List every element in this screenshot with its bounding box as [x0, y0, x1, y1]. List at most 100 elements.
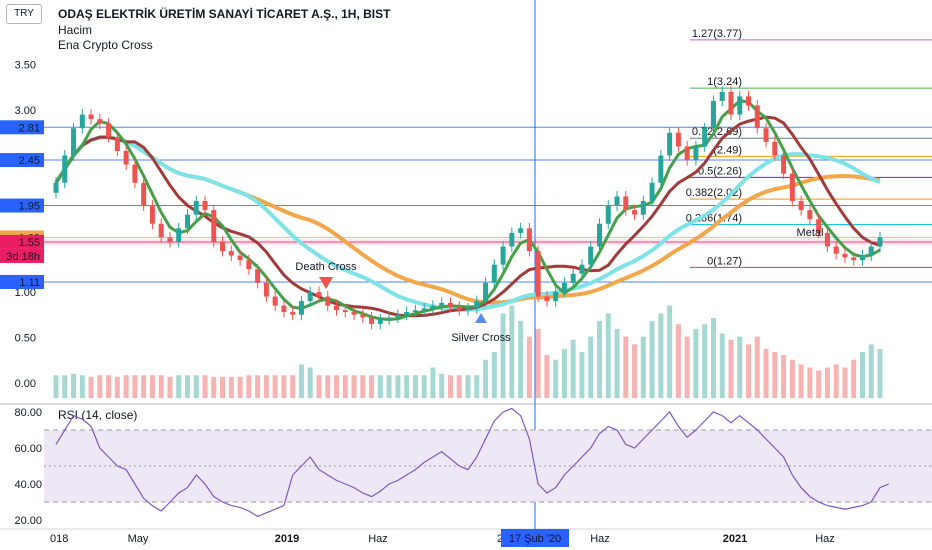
candle-body [483, 282, 489, 302]
volume-bar [781, 355, 787, 398]
candle-body [781, 155, 787, 174]
volume-bar [211, 376, 217, 398]
candle-body [649, 182, 655, 201]
candle-body [123, 150, 129, 165]
candle-body [447, 302, 453, 307]
candle-body [518, 228, 524, 233]
price-tag-label: 1.55 [19, 237, 40, 249]
volume-bar [456, 375, 462, 398]
candle-body [430, 305, 436, 309]
price-axis-tick: 3.00 [15, 105, 36, 117]
volume-bar [395, 375, 401, 398]
volume-bar [421, 375, 427, 398]
time-axis-tick: Haz [368, 533, 388, 545]
time-axis-tick: Haz [815, 533, 835, 545]
volume-bar [526, 336, 532, 398]
candle-body [877, 237, 883, 247]
volume-bar [263, 375, 269, 398]
candle-body [746, 96, 752, 106]
price-tag-box [0, 198, 44, 213]
volume-bar [193, 375, 199, 398]
price-tag-box [0, 120, 44, 135]
price-tag-label: 1.11 [19, 277, 40, 289]
price-axis-tick: 0.00 [15, 378, 36, 390]
death-cross-marker [319, 277, 333, 289]
candle-body [211, 210, 217, 242]
volume-bar [483, 359, 489, 398]
volume-bar [184, 375, 190, 398]
volume-bars [53, 305, 883, 398]
candle-body [97, 119, 103, 124]
volume-bar [53, 375, 59, 398]
volume-bar [851, 359, 857, 398]
candle-body [132, 164, 138, 183]
volume-bar [298, 364, 304, 398]
candle-body [62, 155, 68, 183]
volume-bar [798, 364, 804, 398]
rsi-axis-tick: 80.00 [14, 407, 42, 419]
candle-body [526, 228, 532, 252]
axes: 1.00 0.50 0.00 3.50 3.00 80.00 60.00 40.00 20.00… [14, 60, 835, 547]
price-tag-box [0, 248, 44, 263]
volume-bar [386, 375, 392, 398]
volume-bar [474, 375, 480, 398]
candle-body [851, 257, 857, 261]
candle-body [719, 91, 725, 101]
volume-bar [71, 373, 77, 398]
candle-body [754, 105, 760, 129]
volume-bar [281, 375, 287, 398]
cyan-ma-line [54, 135, 881, 312]
volume-bar [141, 375, 147, 398]
volume-bar [807, 367, 813, 398]
candle-body [570, 273, 576, 283]
volume-bar [167, 376, 173, 398]
volume-bar [132, 375, 138, 398]
orange-ma-line [54, 135, 881, 305]
volume-bar [816, 370, 822, 398]
volume-bar [693, 328, 699, 398]
rsi-band-fill [44, 430, 932, 502]
volume-bar [237, 376, 243, 398]
indicator-legend-label: Ena Crypto Cross [58, 38, 153, 52]
price-tag-box [0, 274, 44, 289]
volume-bar [772, 352, 778, 398]
death-cross-label: Death Cross [295, 261, 357, 273]
metal-label: Metal [797, 227, 824, 239]
volume-bar [62, 375, 68, 398]
candle-body [702, 128, 708, 147]
price-tag-label: 3d 18h [6, 251, 40, 263]
candle-body [833, 246, 839, 254]
volume-bar [754, 336, 760, 398]
volume-bar [561, 348, 567, 398]
time-axis-tick: 2 [497, 533, 503, 545]
volume-bar [667, 305, 673, 398]
currency-button[interactable]: TRY [6, 4, 42, 24]
candle-body [667, 132, 673, 156]
candle-body [79, 114, 85, 129]
volume-bar [789, 359, 795, 398]
candle-body [421, 308, 427, 311]
candle-body [404, 312, 410, 315]
candle-body [228, 251, 234, 256]
moving-averages [54, 99, 881, 321]
symbol-title: ODAŞ ELEKTRİK ÜRETİM SANAYİ TİCARET A.Ş.… [58, 7, 391, 21]
candle-body [298, 301, 304, 315]
candle-body [623, 196, 629, 211]
candle-body [114, 137, 120, 151]
candle-body [728, 91, 734, 115]
candle-body [763, 128, 769, 142]
time-axis-tick: 018 [50, 533, 68, 545]
candle-body [868, 246, 874, 256]
candle-body [509, 232, 515, 247]
volume-bar [88, 376, 94, 398]
volume-bar [500, 313, 506, 398]
volume-bar [868, 344, 874, 398]
volume-bar [509, 305, 515, 398]
candle-body [290, 312, 296, 315]
cursor-date-box [501, 529, 569, 547]
price-axis-tick: 1.00 [15, 287, 36, 299]
candle-body [535, 251, 541, 297]
volume-bar [719, 333, 725, 398]
candle-body [149, 205, 155, 224]
